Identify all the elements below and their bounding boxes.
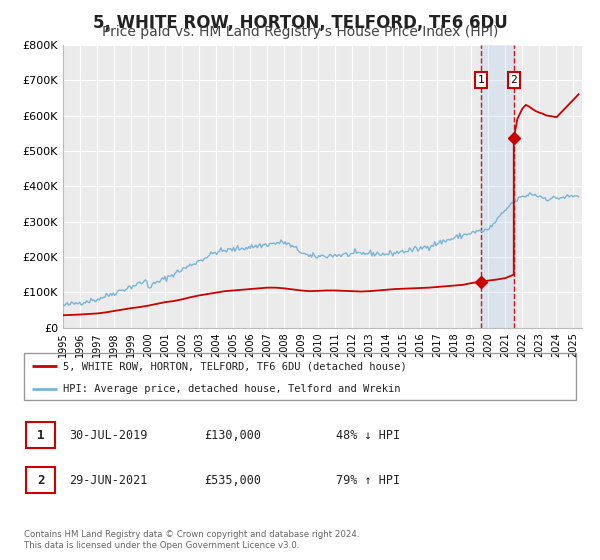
Text: This data is licensed under the Open Government Licence v3.0.: This data is licensed under the Open Gov…: [24, 541, 299, 550]
Text: 1: 1: [478, 75, 485, 85]
Text: Contains HM Land Registry data © Crown copyright and database right 2024.: Contains HM Land Registry data © Crown c…: [24, 530, 359, 539]
Text: 1: 1: [37, 429, 44, 442]
Bar: [26, 422, 55, 449]
Bar: [26, 467, 55, 493]
Text: 30-JUL-2019: 30-JUL-2019: [69, 429, 148, 442]
Text: Price paid vs. HM Land Registry's House Price Index (HPI): Price paid vs. HM Land Registry's House …: [102, 25, 498, 39]
Text: £130,000: £130,000: [204, 429, 261, 442]
Text: 79% ↑ HPI: 79% ↑ HPI: [336, 474, 400, 487]
Text: 5, WHITE ROW, HORTON, TELFORD, TF6 6DU (detached house): 5, WHITE ROW, HORTON, TELFORD, TF6 6DU (…: [62, 361, 406, 371]
Text: £535,000: £535,000: [204, 474, 261, 487]
Text: 48% ↓ HPI: 48% ↓ HPI: [336, 429, 400, 442]
Text: 2: 2: [511, 75, 517, 85]
Text: 5, WHITE ROW, HORTON, TELFORD, TF6 6DU: 5, WHITE ROW, HORTON, TELFORD, TF6 6DU: [92, 14, 508, 32]
Text: HPI: Average price, detached house, Telford and Wrekin: HPI: Average price, detached house, Telf…: [62, 384, 400, 394]
Bar: [481, 45, 514, 328]
Text: 29-JUN-2021: 29-JUN-2021: [69, 474, 148, 487]
Text: 2: 2: [37, 474, 44, 487]
